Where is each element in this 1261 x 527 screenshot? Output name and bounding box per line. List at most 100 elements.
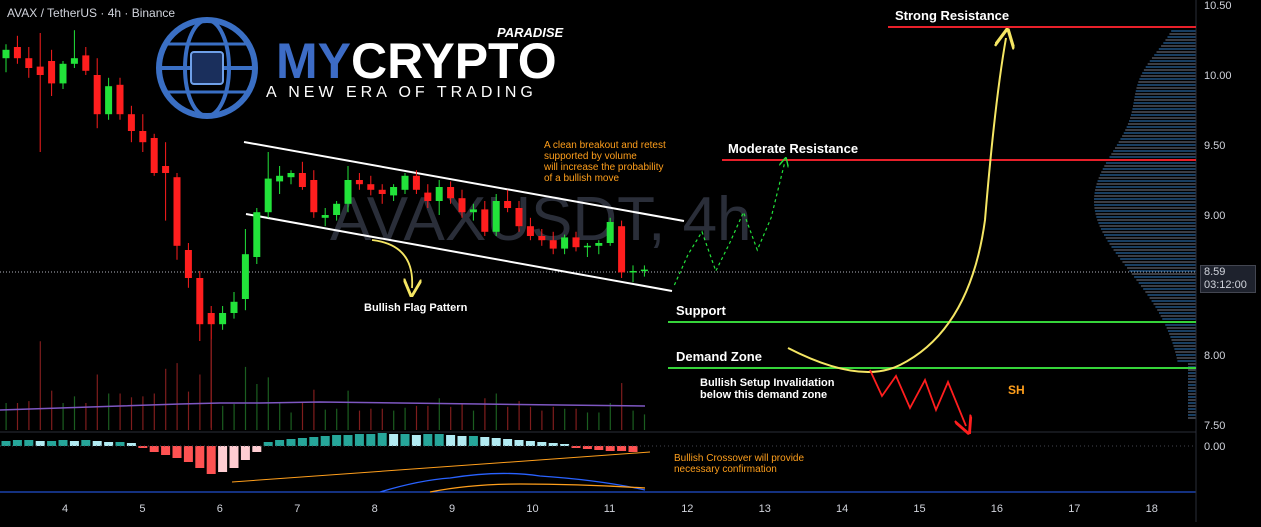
candle-body: [481, 209, 489, 232]
time-axis[interactable]: 4 5 6 7 8 9 10 11 12 13 14 15 16 17 18: [62, 503, 1158, 515]
profile-bar: [1104, 234, 1196, 236]
macd-bar: [582, 446, 592, 449]
candle-body: [538, 236, 546, 241]
profile-bar: [1129, 120, 1196, 122]
profile-bar: [1105, 162, 1196, 164]
brand-logo: PARADISE MYCRYPTO A NEW ERA OF TRADING: [156, 17, 564, 119]
candle-body: [105, 86, 113, 115]
profile-bar: [1117, 255, 1196, 257]
volume-bar: [142, 396, 144, 430]
volume-bar: [210, 339, 212, 430]
profile-bar: [1120, 138, 1196, 140]
macd-bar: [525, 441, 535, 446]
macd-bar: [218, 446, 228, 472]
profile-bar: [1138, 81, 1196, 83]
macd-bar: [161, 446, 171, 455]
price-tick-label: 8.00: [1204, 350, 1225, 362]
price-tick-label: 9.50: [1204, 140, 1225, 152]
candle-body: [401, 175, 409, 190]
candle-body: [424, 192, 432, 201]
support-label: Support: [676, 303, 726, 318]
volume-bar: [393, 410, 395, 430]
time-tick-label: 5: [139, 503, 145, 515]
macd-bar: [389, 434, 399, 446]
profile-bar: [1102, 168, 1196, 170]
macd-bar: [480, 437, 490, 446]
candle-body: [82, 55, 90, 71]
candle-body: [458, 198, 466, 213]
volume-bar: [28, 401, 30, 430]
candle-body: [412, 175, 420, 190]
brand-wordmark: MYCRYPTO: [276, 33, 557, 89]
macd-bar: [377, 433, 387, 446]
time-tick-label: 13: [759, 503, 771, 515]
volume-bar: [632, 410, 634, 430]
profile-bar: [1100, 228, 1196, 230]
macd-bar: [35, 441, 45, 446]
profile-bar: [1140, 75, 1196, 77]
symbol-title[interactable]: AVAX / TetherUS · 4h · Binance: [7, 6, 176, 20]
flag-pointer-arrow: [371, 239, 412, 288]
volume-bar: [347, 390, 349, 430]
candle-body: [230, 301, 238, 313]
macd-bar: [560, 444, 570, 446]
time-tick-label: 14: [836, 503, 848, 515]
price-axis[interactable]: 10.50 10.00 9.50 9.00 8.00 7.50: [1204, 0, 1232, 432]
volume-bar: [495, 393, 497, 430]
time-tick-label: 9: [449, 503, 455, 515]
crossover-note-line-2: necessary confirmation: [674, 464, 777, 475]
volume-bar: [461, 403, 463, 430]
volume-bar: [256, 384, 258, 430]
profile-bar: [1188, 375, 1196, 377]
profile-bar: [1111, 246, 1196, 248]
profile-bar: [1123, 132, 1196, 134]
macd-bar: [594, 446, 604, 450]
macd-signal-line: [429, 483, 646, 493]
macd-bar: [183, 446, 193, 462]
profile-bar: [1131, 111, 1196, 113]
macd-bar: [104, 442, 114, 446]
volume-bar: [564, 408, 566, 430]
profile-bar: [1134, 276, 1196, 278]
volume-ma-line: [0, 401, 646, 411]
breakout-note-line-4: of a bullish move: [544, 173, 619, 184]
volume-bar: [119, 393, 121, 430]
macd-bar: [309, 437, 319, 446]
macd-bar: [12, 440, 22, 446]
macd-bar: [366, 434, 376, 446]
candle-body: [344, 180, 352, 204]
profile-bar: [1094, 210, 1196, 212]
candle-body: [150, 138, 158, 173]
volume-bar: [518, 401, 520, 430]
macd-bar: [400, 434, 410, 446]
profile-bar: [1127, 123, 1196, 125]
candle-body: [606, 222, 614, 243]
volume-bar: [507, 406, 509, 430]
candle-body: [447, 187, 455, 199]
volume-bar: [472, 410, 475, 430]
macd-divergence-line: [231, 451, 651, 483]
macd-bar: [411, 435, 421, 446]
macd-bar: [320, 436, 330, 446]
profile-bar: [1188, 411, 1196, 413]
profile-bar: [1105, 237, 1196, 239]
profile-bar: [1162, 318, 1196, 320]
profile-bar: [1125, 129, 1196, 131]
profile-bar: [1158, 312, 1196, 314]
profile-bar: [1113, 150, 1196, 152]
volume-bar: [96, 374, 98, 430]
candle-body: [469, 209, 477, 213]
candle-body: [264, 178, 272, 213]
candle-body: [640, 269, 648, 272]
volume-bar: [279, 403, 281, 430]
volume-bars: [5, 339, 646, 430]
volume-bar: [541, 410, 543, 430]
candle-body: [70, 58, 78, 64]
profile-bar: [1113, 249, 1196, 251]
volume-bar: [301, 403, 304, 430]
flag-lower-trendline: [245, 213, 673, 292]
profile-bar: [1167, 36, 1196, 38]
macd-bar: [1, 441, 11, 446]
